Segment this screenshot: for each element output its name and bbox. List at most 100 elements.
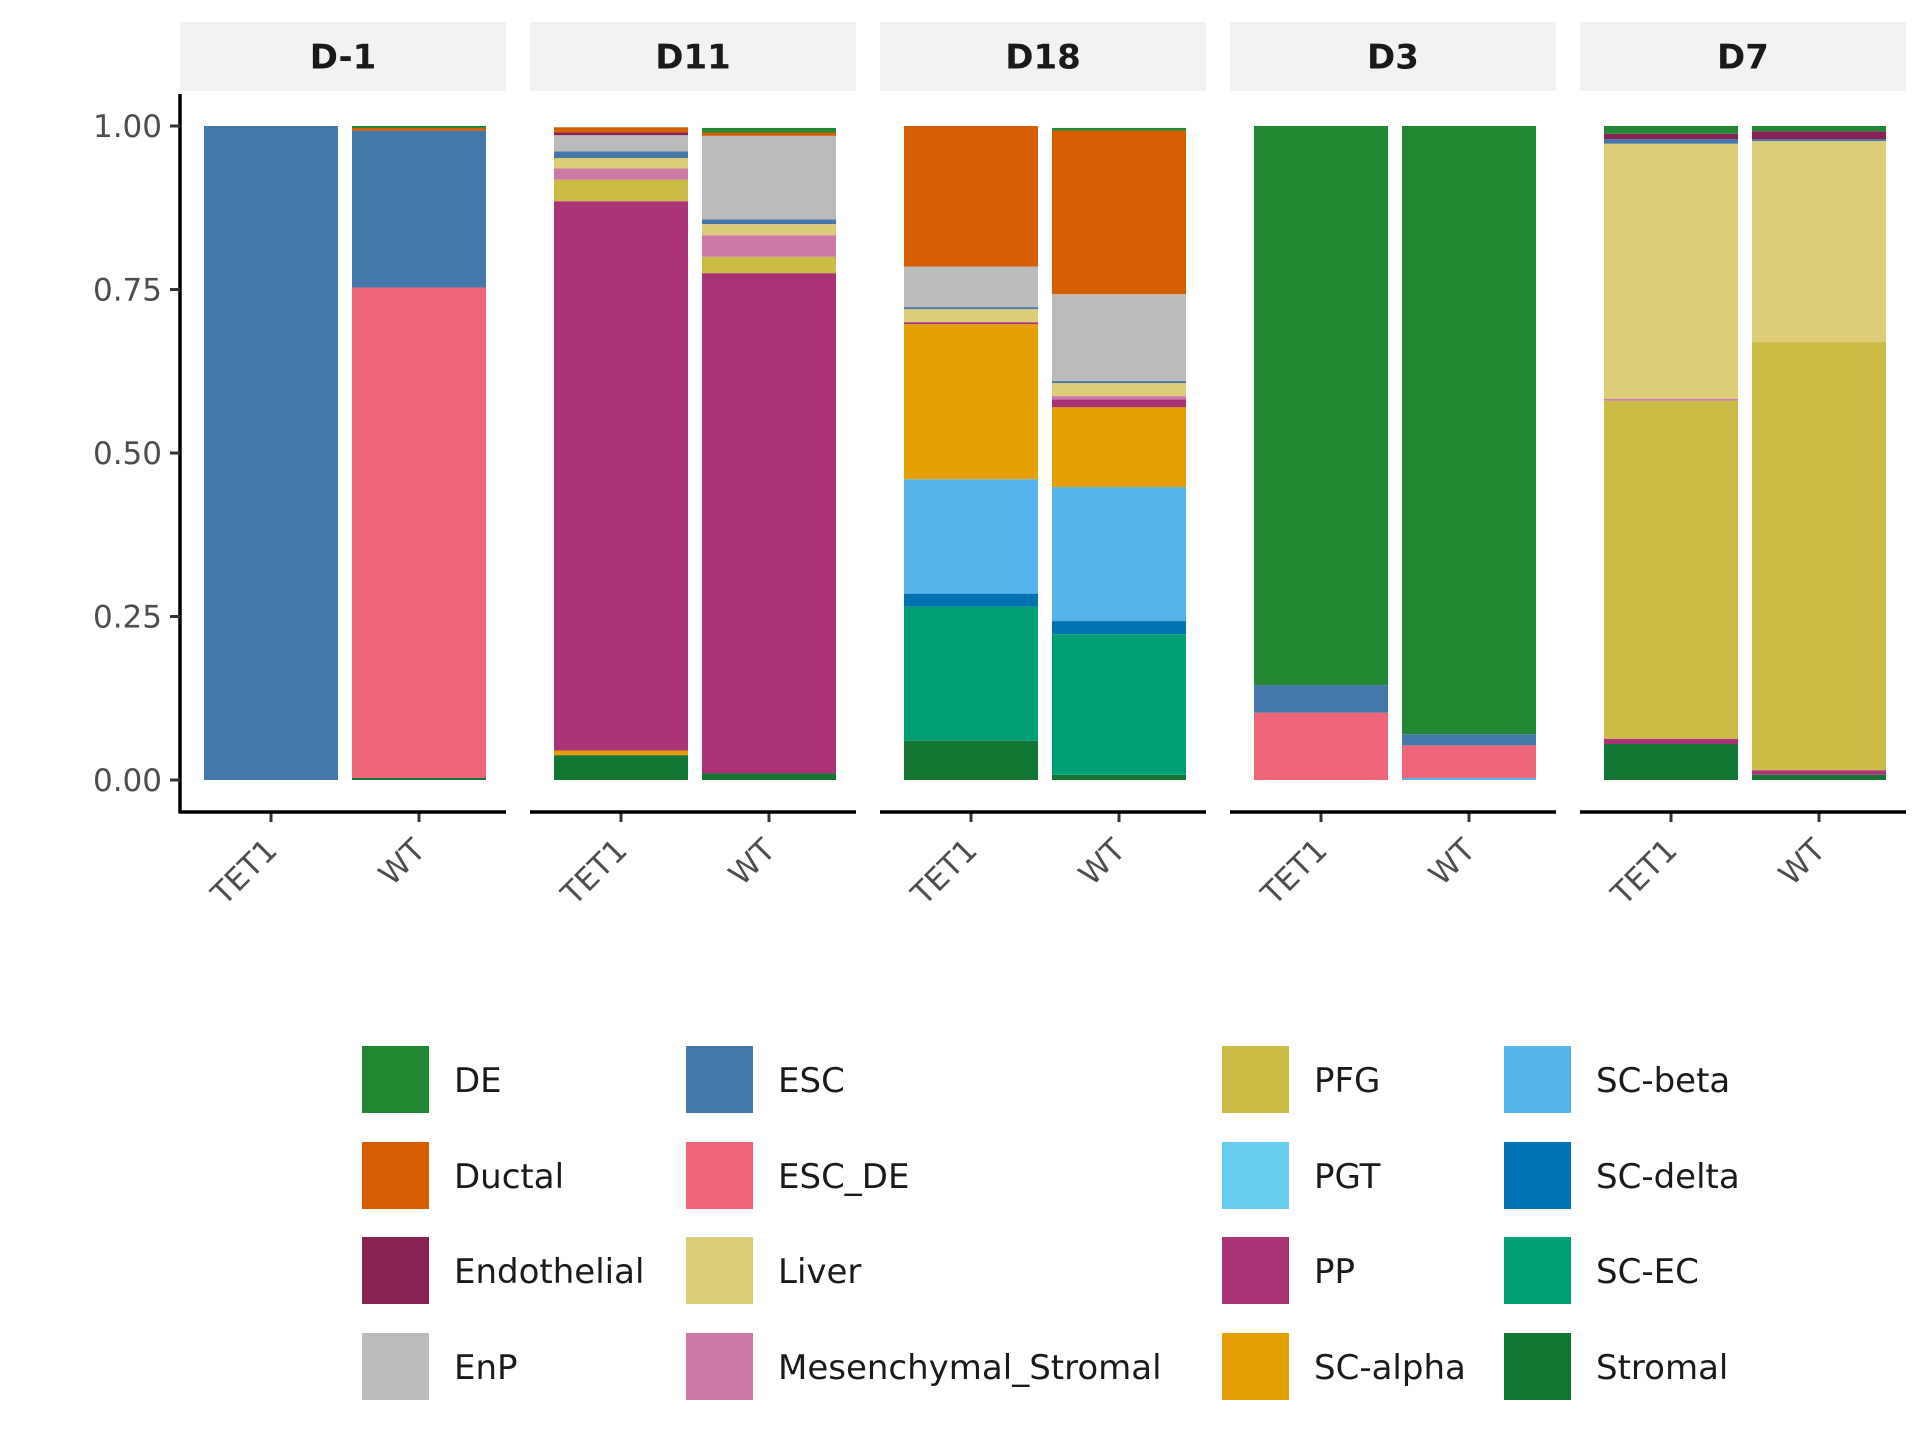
x-tick-label: WT [372, 831, 433, 892]
bar-segment [1604, 126, 1738, 134]
legend-label: PGT [1314, 1157, 1381, 1197]
legend-item: DE [362, 1046, 502, 1113]
bar-segment [1402, 745, 1536, 779]
legend-label: Ductal [454, 1157, 564, 1197]
legend-label: SC-alpha [1314, 1348, 1466, 1388]
legend: DE Ductal Endothelial EnP ESC ESC_DE Liver Mese… [362, 1046, 1740, 1400]
x-tick-label: WT [722, 831, 783, 892]
bar-segment [1604, 400, 1738, 739]
facet-panel: D18 TET1 WT [880, 22, 1206, 913]
legend-swatch [362, 1046, 429, 1113]
legend-item: Liver [686, 1237, 861, 1304]
bar-segment [904, 593, 1038, 607]
bar-segment [554, 132, 688, 136]
legend-swatch [1504, 1237, 1571, 1304]
legend-swatch [1222, 1046, 1289, 1113]
legend-swatch [1222, 1237, 1289, 1304]
legend-label: Endothelial [454, 1252, 644, 1292]
bar-segment [1052, 774, 1186, 780]
bar-segment [1604, 738, 1738, 745]
bar-segment [1254, 685, 1388, 713]
legend-label: Mesenchymal_Stromal [778, 1348, 1162, 1388]
x-tick-label: TET1 [204, 832, 285, 913]
bar-segment [554, 755, 688, 780]
legend-item: SC-alpha [1222, 1333, 1466, 1400]
legend-label: SC-EC [1596, 1252, 1699, 1292]
facet-strip-label: D-1 [310, 38, 377, 78]
bar-segment [1604, 133, 1738, 140]
legend-swatch [686, 1142, 753, 1209]
bar-segment [1052, 399, 1186, 408]
legend-swatch [686, 1237, 753, 1304]
legend-item: Ductal [362, 1142, 564, 1209]
bar-segment [904, 740, 1038, 780]
bar-segment [554, 750, 688, 756]
y-tick-label: 0.75 [93, 273, 162, 309]
legend-swatch [1504, 1046, 1571, 1113]
facet-panels: D-1 TET1 WT D11 TET1 WT D18 TET1 WT D3 TET1 WT D7 TET… [180, 22, 1906, 913]
facet-strip-label: D11 [655, 38, 731, 78]
bar-segment [702, 235, 836, 257]
legend-label: Liver [778, 1252, 861, 1292]
bar-segment [702, 224, 836, 236]
legend-label: PP [1314, 1252, 1355, 1292]
bar-segment [904, 126, 1038, 267]
facet-panel: D11 TET1 WT [530, 22, 856, 913]
facet-panel: D3 TET1 WT [1230, 22, 1556, 913]
x-tick-label: TET1 [1604, 832, 1685, 913]
x-tick-label: WT [1072, 831, 1133, 892]
bar-segment [1752, 141, 1886, 342]
x-tick-label: TET1 [554, 832, 635, 913]
bar-segment [554, 179, 688, 202]
bar-segment [352, 127, 486, 131]
facet-strip-label: D7 [1717, 38, 1769, 78]
legend-item: PFG [1222, 1046, 1380, 1113]
y-tick-label: 1.00 [93, 109, 162, 145]
legend-swatch [686, 1333, 753, 1400]
facet-panel: D-1 TET1 WT [180, 22, 506, 913]
bar-segment [702, 130, 836, 133]
legend-item: Mesenchymal_Stromal [686, 1333, 1162, 1400]
bar-segment [904, 606, 1038, 741]
bar-segment [1752, 131, 1886, 140]
legend-swatch [1504, 1333, 1571, 1400]
bar-segment [1052, 634, 1186, 775]
legend-item: Endothelial [362, 1237, 644, 1304]
legend-swatch [362, 1333, 429, 1400]
legend-item: Stromal [1504, 1333, 1728, 1400]
bar-segment [1052, 381, 1186, 384]
bar-segment [1752, 126, 1886, 132]
bar-segment [1402, 126, 1536, 735]
bar-segment [1604, 139, 1738, 144]
y-tick-label: 0.00 [93, 763, 162, 799]
y-tick-label: 0.50 [93, 436, 162, 472]
legend-label: ESC_DE [778, 1157, 909, 1197]
legend-item: SC-beta [1504, 1046, 1730, 1113]
legend-swatch [362, 1142, 429, 1209]
facet-panel: D7 TET1 WT [1580, 22, 1906, 913]
bar-segment [1604, 143, 1738, 399]
bar-segment [1052, 487, 1186, 622]
facet-strip-label: D18 [1005, 38, 1081, 78]
bar-segment [1052, 127, 1186, 131]
x-tick-label: WT [1772, 831, 1833, 892]
legend-label: SC-beta [1596, 1061, 1730, 1101]
legend-label: DE [454, 1061, 502, 1101]
x-tick-label: WT [1422, 831, 1483, 892]
legend-item: ESC [686, 1046, 845, 1113]
bar-segment [904, 307, 1038, 310]
x-tick-label: TET1 [1254, 832, 1335, 913]
bar-segment [352, 130, 486, 288]
bar-segment [702, 273, 836, 774]
bar-segment [904, 322, 1038, 325]
legend-swatch [1222, 1333, 1289, 1400]
facet-strip [180, 22, 506, 91]
bar-segment [1752, 341, 1886, 771]
bar-segment [904, 324, 1038, 480]
bar-segment [554, 168, 688, 180]
bar-segment [1254, 712, 1388, 780]
legend-swatch [1504, 1142, 1571, 1209]
bar-segment [702, 256, 836, 274]
bar-segment [554, 158, 688, 169]
